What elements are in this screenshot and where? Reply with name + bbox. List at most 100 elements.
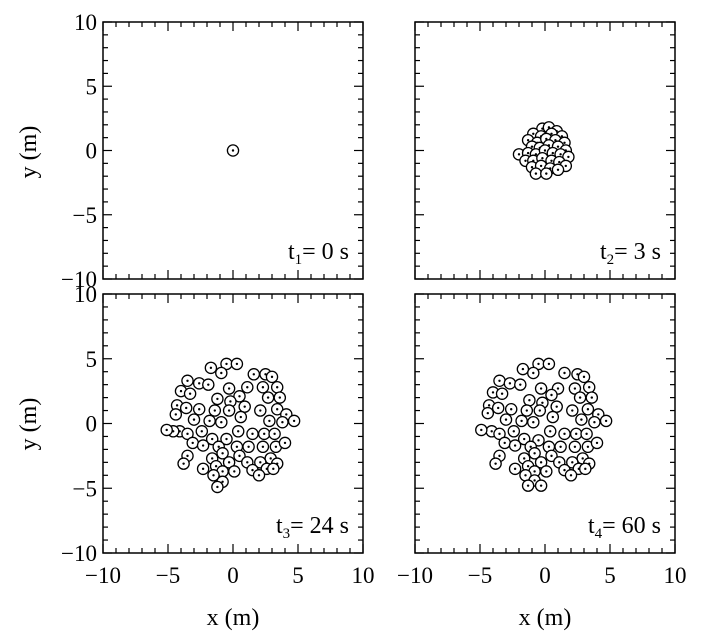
data-point-center bbox=[221, 480, 224, 483]
data-point bbox=[475, 423, 488, 437]
data-point bbox=[503, 377, 517, 390]
data-point-center bbox=[512, 430, 515, 433]
data-point-center bbox=[523, 437, 526, 441]
data-point-center bbox=[217, 445, 220, 449]
data-point bbox=[228, 465, 241, 478]
data-point bbox=[508, 439, 522, 452]
data-point bbox=[211, 392, 224, 406]
data-point bbox=[169, 408, 183, 421]
data-point bbox=[177, 457, 190, 470]
data-point-center bbox=[198, 382, 201, 385]
data-point bbox=[566, 404, 579, 417]
data-point bbox=[521, 479, 535, 492]
data-point-center bbox=[549, 430, 552, 433]
y-tick-label: 0 bbox=[86, 139, 98, 164]
data-point-center bbox=[486, 411, 489, 415]
time-value: = 24 s bbox=[290, 513, 349, 539]
data-point bbox=[215, 366, 228, 380]
data-point-center bbox=[526, 484, 530, 487]
data-point-center bbox=[530, 145, 534, 148]
data-point-center bbox=[585, 432, 588, 436]
data-point bbox=[204, 361, 218, 375]
data-point-center bbox=[268, 419, 271, 423]
data-point-center bbox=[212, 474, 215, 477]
data-point-center bbox=[491, 391, 495, 394]
data-point bbox=[196, 462, 210, 476]
data-point-center bbox=[510, 408, 513, 411]
data-point-center bbox=[537, 362, 540, 366]
data-point bbox=[252, 469, 266, 482]
data-point bbox=[273, 391, 287, 404]
y-tick-label: 5 bbox=[86, 74, 98, 99]
data-point bbox=[233, 390, 246, 403]
data-point-center bbox=[165, 428, 168, 432]
y-tick-label: 5 bbox=[86, 347, 98, 372]
data-point-center bbox=[545, 172, 548, 175]
x-tick-label: 0 bbox=[539, 563, 551, 588]
data-point-center bbox=[498, 454, 501, 458]
data-point-center bbox=[530, 166, 534, 169]
data-point bbox=[580, 427, 593, 441]
y-tick-label: −5 bbox=[73, 203, 97, 228]
data-point bbox=[238, 400, 251, 413]
x-tick-label: −10 bbox=[85, 563, 121, 588]
data-point bbox=[558, 427, 571, 441]
data-point bbox=[256, 380, 270, 394]
data-point-center bbox=[174, 413, 177, 416]
x-tick-label: 5 bbox=[604, 563, 616, 588]
y-tick-label: −5 bbox=[73, 476, 97, 501]
data-point-center bbox=[556, 145, 560, 148]
data-point-center bbox=[186, 432, 189, 436]
data-point-center bbox=[559, 153, 562, 156]
data-point bbox=[542, 357, 556, 371]
data-point-center bbox=[556, 168, 560, 171]
data-point-center bbox=[519, 383, 522, 386]
data-point-center bbox=[261, 386, 265, 389]
data-point bbox=[220, 432, 233, 446]
data-point-center bbox=[525, 409, 528, 412]
data-point bbox=[211, 480, 224, 494]
data-point-center bbox=[214, 465, 218, 468]
data-point-center bbox=[513, 467, 517, 471]
y-tick-label: 0 bbox=[86, 412, 98, 437]
data-point-center bbox=[571, 409, 574, 412]
data-point bbox=[504, 403, 518, 416]
data-point-center bbox=[261, 445, 265, 449]
data-point-center bbox=[246, 461, 249, 464]
data-point bbox=[507, 425, 521, 438]
data-point-center bbox=[503, 441, 506, 445]
data-point-center bbox=[524, 474, 527, 477]
data-point bbox=[208, 404, 222, 417]
data-point-center bbox=[179, 389, 183, 393]
data-point bbox=[523, 393, 536, 407]
data-point-center bbox=[534, 172, 538, 175]
data-point-center bbox=[274, 445, 278, 449]
data-point bbox=[486, 386, 500, 399]
data-point-center bbox=[182, 462, 185, 465]
data-point bbox=[575, 413, 588, 426]
data-point-center bbox=[550, 132, 553, 135]
x-axis-label-left: x (m) bbox=[207, 605, 260, 631]
data-point-center bbox=[220, 421, 223, 424]
data-point-center bbox=[529, 445, 532, 449]
data-point bbox=[257, 427, 271, 441]
data-point bbox=[216, 447, 229, 460]
data-point bbox=[508, 462, 522, 476]
data-point-center bbox=[500, 392, 504, 395]
data-point-center bbox=[247, 445, 250, 449]
data-point bbox=[519, 469, 532, 482]
data-point bbox=[533, 404, 547, 417]
data-point-center bbox=[539, 164, 543, 168]
data-point-center bbox=[259, 461, 262, 464]
data-point-center bbox=[575, 432, 578, 436]
data-point-center bbox=[524, 159, 527, 162]
data-point bbox=[573, 391, 587, 404]
data-point-center bbox=[526, 151, 530, 155]
data-point-center bbox=[569, 474, 573, 477]
data-point bbox=[498, 436, 511, 450]
data-point-center bbox=[273, 432, 276, 436]
data-point-center bbox=[559, 445, 562, 449]
time-subscript: 1 bbox=[295, 252, 303, 268]
data-point bbox=[192, 403, 206, 416]
data-point-center bbox=[221, 470, 224, 473]
